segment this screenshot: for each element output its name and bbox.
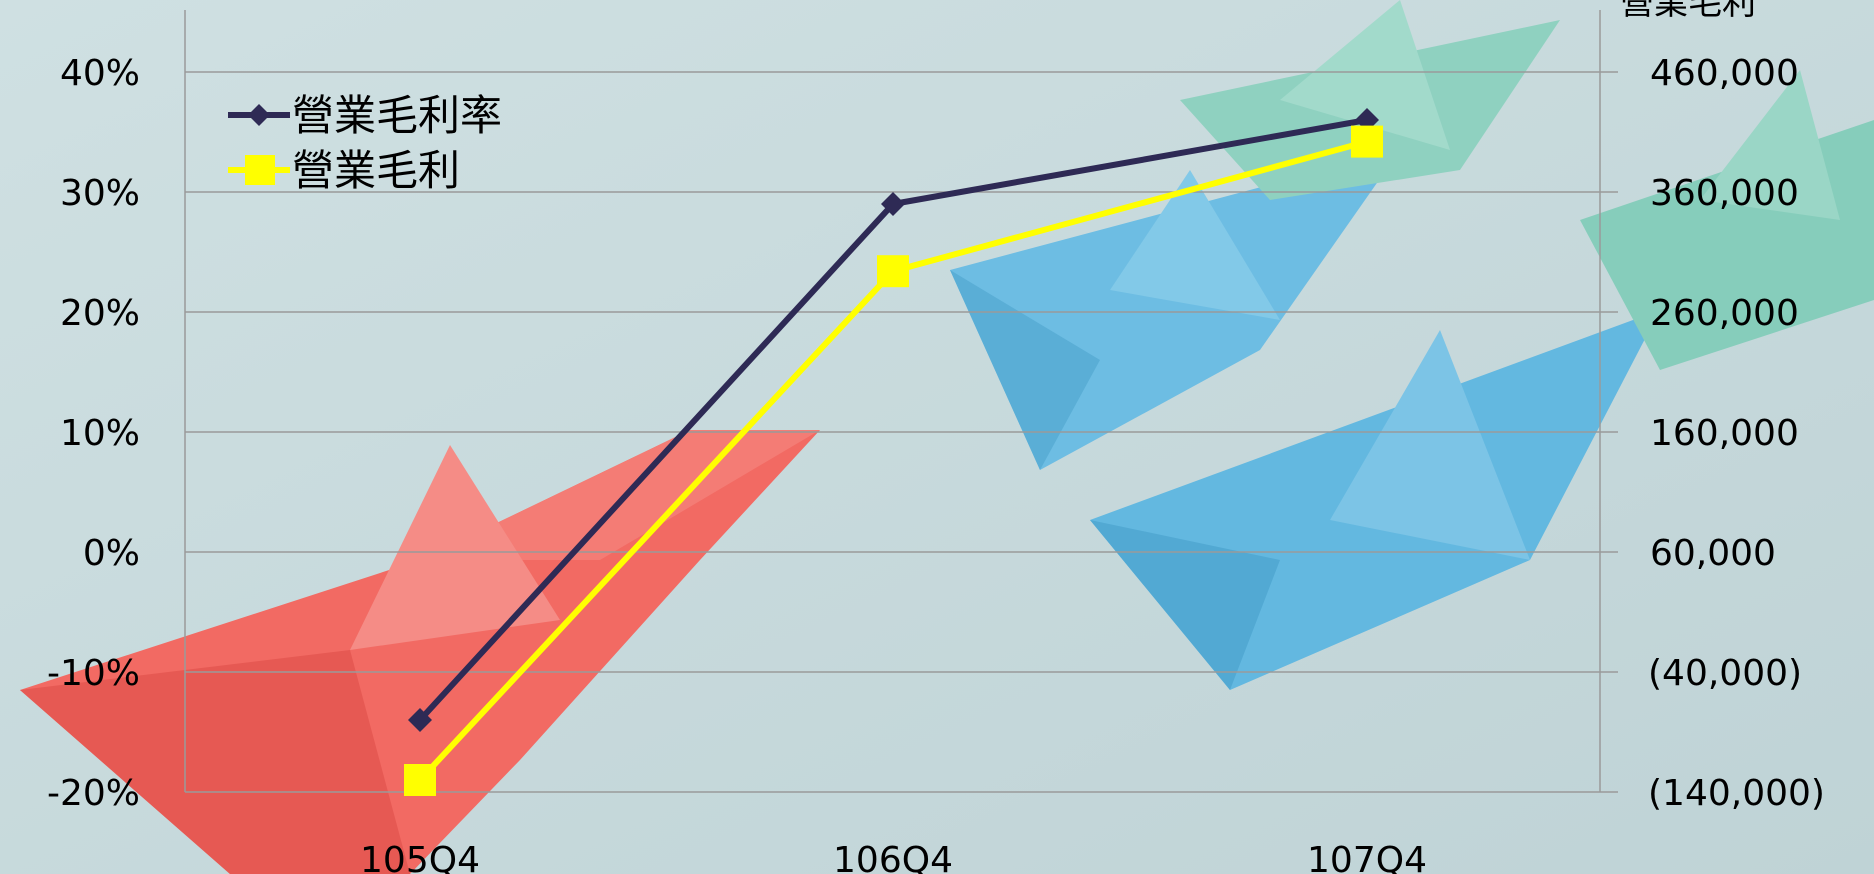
y-right-tick-label: 360,000 (1650, 173, 1799, 214)
legend-label: 營業毛利 (292, 146, 460, 195)
data-point-square (404, 764, 436, 796)
axes: 40% 30% 20% 10% 0% -10% -20% 460,000 360,000 260,… (47, 0, 1825, 874)
y-right-tick-label: 460,000 (1650, 53, 1799, 94)
blue-paper-boat-middle (950, 150, 1400, 470)
teal-paper-boats (1180, 0, 1874, 370)
y-left-tick-label: -10% (47, 653, 140, 694)
y-right-tick-label: 260,000 (1650, 293, 1799, 334)
x-category-label: 107Q4 (1307, 840, 1427, 874)
y-right-tick-label: 160,000 (1650, 413, 1799, 454)
y-left-tick-label: 20% (60, 293, 140, 334)
y-left-tick-label: 10% (60, 413, 140, 454)
y-left-tick-label: 40% (60, 53, 140, 94)
y-left-tick-label: 30% (60, 173, 140, 214)
data-point-diamond (881, 192, 905, 216)
data-point-square (877, 255, 909, 288)
blue-paper-boat-front (1090, 310, 1660, 690)
y-left-tick-label: -20% (47, 773, 140, 814)
legend-label: 營業毛利率 (292, 91, 502, 140)
legend-diamond-marker (248, 104, 270, 126)
y-right-tick-label: 60,000 (1650, 533, 1776, 574)
data-point-diamond (408, 708, 432, 732)
y-left-tick-label: 0% (83, 533, 140, 574)
legend-square-marker (245, 155, 275, 185)
x-category-label: 106Q4 (833, 840, 953, 874)
y-right-axis-title: 營業毛利 (1620, 0, 1756, 23)
y-right-tick-label: (40,000) (1648, 653, 1802, 694)
y-right-tick-label: (140,000) (1648, 773, 1825, 814)
red-paper-boat (20, 430, 820, 874)
x-category-label: 105Q4 (360, 840, 480, 874)
data-point-square (1351, 125, 1383, 158)
gridlines (185, 71, 1600, 793)
series (404, 108, 1383, 796)
